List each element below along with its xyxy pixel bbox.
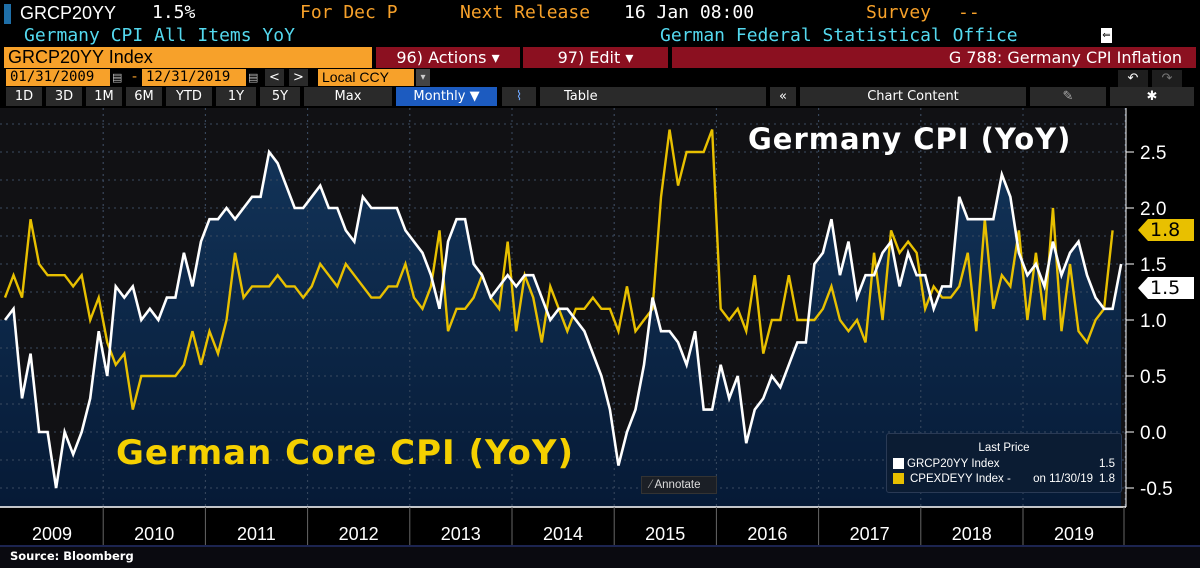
range-1y[interactable]: 1Y [216,87,256,106]
x-tick-label: 2013 [441,524,481,544]
y-tick-label: 0.5 [1140,367,1166,388]
survey-label: Survey [866,2,932,23]
legend-label: GRCP20YY Index [907,458,1000,470]
ticker: GRCP20YY [20,3,117,23]
redo-button[interactable]: ↷ [1152,70,1182,87]
range-5y[interactable]: 5Y [260,87,300,106]
x-tick-label: 2011 [237,524,276,544]
y-tick-label: 1.0 [1140,311,1166,332]
next-release-label: Next Release [460,2,591,23]
collapse-button[interactable]: « [770,87,796,106]
end-date-input[interactable]: 12/31/2019 [142,69,246,86]
range-ytd[interactable]: YTD [166,87,212,106]
actions-menu[interactable]: 96) Actions ▾ [376,47,520,68]
table-button[interactable]: Table [540,87,766,106]
legend-title: Last Price [978,442,1030,454]
range-1d[interactable]: 1D [6,87,42,106]
legend-value: 1.5 [1099,458,1115,470]
legend-label: CPEXDEYY Index - [910,473,1011,485]
line-chart-icon[interactable]: ⌇ [502,87,536,106]
headline-cpi-line [3,148,1123,489]
edit-icon[interactable]: ✎ [1030,87,1106,106]
currency-select[interactable]: Local CCY [318,69,414,86]
source-label: Source: Bloomberg [10,549,134,563]
annotate-button[interactable]: ⁄ Annotate [641,476,717,494]
y-tick-label: 0.0 [1140,423,1166,444]
security-field[interactable]: GRCP20YY Index [4,47,372,68]
currency-dropdown-icon[interactable]: ▾ [416,69,430,86]
undo-button[interactable]: ↶ [1118,70,1148,87]
x-tick-label: 2017 [850,524,890,544]
start-date-input[interactable]: 01/31/2009 [6,69,110,86]
x-axis-ticks: 2009 2010 2011 2012 2013 2014 2015 2016 2017 2018… [32,507,1125,545]
export-icon[interactable]: ⇐ [1101,28,1112,43]
chart-subtitle: German Core CPI (YoY) [116,433,575,473]
legend-swatch-white [893,458,904,469]
frequency-select[interactable]: Monthly ▼ [396,87,497,106]
annotate-icon: ⁄ [650,479,655,491]
x-tick-label: 2019 [1054,524,1094,544]
end-calendar-icon[interactable]: ▤ [248,71,259,84]
x-tick-label: 2012 [339,524,379,544]
survey-value: -- [958,2,980,23]
footer-bar [0,545,1200,568]
settings-icon[interactable]: ✱ [1110,87,1194,106]
range-max[interactable]: Max [304,87,392,106]
ticker-value: 1.5% [152,2,196,23]
legend-note: on 11/30/19 [1033,473,1093,485]
prev-period-button[interactable]: < [265,69,284,86]
y-tick-label: -0.5 [1140,479,1173,500]
x-tick-label: 2014 [543,524,583,544]
range-1m[interactable]: 1M [86,87,122,106]
edit-menu[interactable]: 97) Edit ▾ [523,47,668,68]
legend-entry-core: CPEXDEYY Index - on 11/30/19 1.8 [893,472,1115,486]
core-last-tag: 1.8 [1138,219,1194,241]
range-6m[interactable]: 6M [126,87,162,106]
next-release: 16 Jan 08:00 [624,2,755,23]
page-title: G 788: Germany CPI Inflation [672,47,1196,68]
y-axis-ticks: -0.5 0.0 0.5 1.0 1.5 2.0 2.5 [1126,143,1173,500]
date-separator: - [132,69,138,85]
x-tick-label: 2018 [952,524,992,544]
next-period-button[interactable]: > [289,69,308,86]
legend-swatch-yellow [893,473,904,484]
headline-area-fill [0,152,1122,507]
annotate-label: Annotate [654,479,701,491]
y-tick-label: 1.5 [1140,255,1166,276]
start-calendar-icon[interactable]: ▤ [112,71,123,84]
security-description: Germany CPI All Items YoY [24,25,295,46]
ticker-marker [4,4,11,24]
x-tick-label: 2010 [134,524,174,544]
legend[interactable]: Last Price GRCP20YY Index 1.5 CPEXDEYY I… [886,433,1122,493]
period: For Dec P [300,2,398,23]
x-tick-label: 2009 [32,524,72,544]
x-tick-label: 2016 [747,524,787,544]
chart-title: Germany CPI (YoY) [748,122,1072,156]
range-3d[interactable]: 3D [46,87,82,106]
headline-last-tag: 1.5 [1138,277,1194,299]
y-tick-label: 2.0 [1140,199,1166,220]
chart: -0.50.00.51.01.52.02.5 2009 2010 2011 2012 2… [0,108,1173,545]
source-organization: German Federal Statistical Office [660,25,1018,46]
chart-content-button[interactable]: Chart Content [800,87,1026,106]
x-tick-label: 2015 [645,524,685,544]
legend-value: 1.8 [1099,473,1115,485]
legend-entry-headline: GRCP20YY Index 1.5 [893,457,1115,471]
y-tick-label: 2.5 [1140,143,1166,164]
